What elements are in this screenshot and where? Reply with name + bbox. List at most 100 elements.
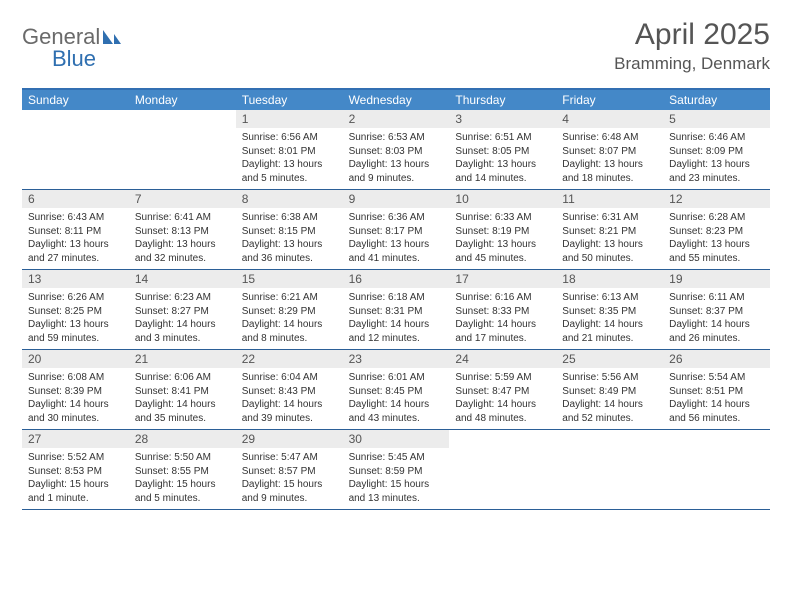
calendar-cell: 12Sunrise: 6:28 AMSunset: 8:23 PMDayligh… <box>663 190 770 269</box>
daylight-line: Daylight: 13 hours and 14 minutes. <box>455 158 550 185</box>
sunrise-line: Sunrise: 5:47 AM <box>242 451 337 465</box>
day-number: 12 <box>663 190 770 208</box>
daylight-line: Daylight: 14 hours and 3 minutes. <box>135 318 230 345</box>
daylight-line: Daylight: 15 hours and 1 minute. <box>28 478 123 505</box>
calendar-cell: 5Sunrise: 6:46 AMSunset: 8:09 PMDaylight… <box>663 110 770 189</box>
day-number <box>556 430 663 434</box>
day-details: Sunrise: 6:23 AMSunset: 8:27 PMDaylight:… <box>129 288 236 349</box>
day-details: Sunrise: 6:53 AMSunset: 8:03 PMDaylight:… <box>343 128 450 189</box>
calendar-cell: 1Sunrise: 6:56 AMSunset: 8:01 PMDaylight… <box>236 110 343 189</box>
day-number: 18 <box>556 270 663 288</box>
sunset-line: Sunset: 8:33 PM <box>455 305 550 319</box>
sunrise-line: Sunrise: 6:48 AM <box>562 131 657 145</box>
sunset-line: Sunset: 8:01 PM <box>242 145 337 159</box>
sunset-line: Sunset: 8:21 PM <box>562 225 657 239</box>
sunrise-line: Sunrise: 6:13 AM <box>562 291 657 305</box>
calendar-week-row: 13Sunrise: 6:26 AMSunset: 8:25 PMDayligh… <box>22 270 770 350</box>
sunrise-line: Sunrise: 6:06 AM <box>135 371 230 385</box>
sunset-line: Sunset: 8:19 PM <box>455 225 550 239</box>
calendar-cell <box>556 430 663 509</box>
daylight-line: Daylight: 13 hours and 18 minutes. <box>562 158 657 185</box>
sunrise-line: Sunrise: 6:01 AM <box>349 371 444 385</box>
sunset-line: Sunset: 8:27 PM <box>135 305 230 319</box>
sunrise-line: Sunrise: 6:04 AM <box>242 371 337 385</box>
day-details: Sunrise: 6:36 AMSunset: 8:17 PMDaylight:… <box>343 208 450 269</box>
sunrise-line: Sunrise: 5:52 AM <box>28 451 123 465</box>
day-number: 4 <box>556 110 663 128</box>
weekday-monday: Monday <box>129 90 236 110</box>
day-details: Sunrise: 6:13 AMSunset: 8:35 PMDaylight:… <box>556 288 663 349</box>
day-number: 21 <box>129 350 236 368</box>
calendar-cell: 8Sunrise: 6:38 AMSunset: 8:15 PMDaylight… <box>236 190 343 269</box>
weekday-thursday: Thursday <box>449 90 556 110</box>
daylight-line: Daylight: 14 hours and 30 minutes. <box>28 398 123 425</box>
day-details: Sunrise: 6:43 AMSunset: 8:11 PMDaylight:… <box>22 208 129 269</box>
day-number: 5 <box>663 110 770 128</box>
day-details: Sunrise: 6:11 AMSunset: 8:37 PMDaylight:… <box>663 288 770 349</box>
daylight-line: Daylight: 15 hours and 9 minutes. <box>242 478 337 505</box>
day-number: 8 <box>236 190 343 208</box>
day-number: 17 <box>449 270 556 288</box>
calendar-cell: 14Sunrise: 6:23 AMSunset: 8:27 PMDayligh… <box>129 270 236 349</box>
calendar-week-row: 20Sunrise: 6:08 AMSunset: 8:39 PMDayligh… <box>22 350 770 430</box>
calendar-cell: 19Sunrise: 6:11 AMSunset: 8:37 PMDayligh… <box>663 270 770 349</box>
sunset-line: Sunset: 8:03 PM <box>349 145 444 159</box>
day-details: Sunrise: 6:56 AMSunset: 8:01 PMDaylight:… <box>236 128 343 189</box>
sunset-line: Sunset: 8:39 PM <box>28 385 123 399</box>
day-details: Sunrise: 6:51 AMSunset: 8:05 PMDaylight:… <box>449 128 556 189</box>
daylight-line: Daylight: 13 hours and 9 minutes. <box>349 158 444 185</box>
day-number: 7 <box>129 190 236 208</box>
sunset-line: Sunset: 8:49 PM <box>562 385 657 399</box>
daylight-line: Daylight: 15 hours and 5 minutes. <box>135 478 230 505</box>
day-details: Sunrise: 6:48 AMSunset: 8:07 PMDaylight:… <box>556 128 663 189</box>
day-number: 16 <box>343 270 450 288</box>
calendar-cell <box>449 430 556 509</box>
day-number: 15 <box>236 270 343 288</box>
sunrise-line: Sunrise: 6:51 AM <box>455 131 550 145</box>
day-number: 9 <box>343 190 450 208</box>
day-details: Sunrise: 6:01 AMSunset: 8:45 PMDaylight:… <box>343 368 450 429</box>
day-number: 22 <box>236 350 343 368</box>
calendar-cell: 29Sunrise: 5:47 AMSunset: 8:57 PMDayligh… <box>236 430 343 509</box>
day-number: 23 <box>343 350 450 368</box>
calendar-cell: 28Sunrise: 5:50 AMSunset: 8:55 PMDayligh… <box>129 430 236 509</box>
calendar-cell: 20Sunrise: 6:08 AMSunset: 8:39 PMDayligh… <box>22 350 129 429</box>
logo: GeneralBlue <box>22 18 122 72</box>
daylight-line: Daylight: 14 hours and 8 minutes. <box>242 318 337 345</box>
weekday-tuesday: Tuesday <box>236 90 343 110</box>
day-number: 11 <box>556 190 663 208</box>
day-details: Sunrise: 6:41 AMSunset: 8:13 PMDaylight:… <box>129 208 236 269</box>
day-details: Sunrise: 6:33 AMSunset: 8:19 PMDaylight:… <box>449 208 556 269</box>
sunrise-line: Sunrise: 6:18 AM <box>349 291 444 305</box>
calendar-cell <box>22 110 129 189</box>
calendar-table: Sunday Monday Tuesday Wednesday Thursday… <box>22 88 770 510</box>
sunrise-line: Sunrise: 6:21 AM <box>242 291 337 305</box>
daylight-line: Daylight: 13 hours and 23 minutes. <box>669 158 764 185</box>
calendar-cell: 10Sunrise: 6:33 AMSunset: 8:19 PMDayligh… <box>449 190 556 269</box>
weekday-wednesday: Wednesday <box>343 90 450 110</box>
daylight-line: Daylight: 14 hours and 39 minutes. <box>242 398 337 425</box>
day-details: Sunrise: 6:04 AMSunset: 8:43 PMDaylight:… <box>236 368 343 429</box>
calendar-cell: 26Sunrise: 5:54 AMSunset: 8:51 PMDayligh… <box>663 350 770 429</box>
calendar-cell: 17Sunrise: 6:16 AMSunset: 8:33 PMDayligh… <box>449 270 556 349</box>
weekday-header-row: Sunday Monday Tuesday Wednesday Thursday… <box>22 90 770 110</box>
calendar-cell: 23Sunrise: 6:01 AMSunset: 8:45 PMDayligh… <box>343 350 450 429</box>
calendar-cell: 6Sunrise: 6:43 AMSunset: 8:11 PMDaylight… <box>22 190 129 269</box>
sunset-line: Sunset: 8:23 PM <box>669 225 764 239</box>
sunrise-line: Sunrise: 5:54 AM <box>669 371 764 385</box>
day-number: 10 <box>449 190 556 208</box>
sunrise-line: Sunrise: 6:41 AM <box>135 211 230 225</box>
calendar-cell: 16Sunrise: 6:18 AMSunset: 8:31 PMDayligh… <box>343 270 450 349</box>
sunset-line: Sunset: 8:51 PM <box>669 385 764 399</box>
day-details: Sunrise: 6:31 AMSunset: 8:21 PMDaylight:… <box>556 208 663 269</box>
sunrise-line: Sunrise: 6:36 AM <box>349 211 444 225</box>
location-label: Bramming, Denmark <box>614 54 770 74</box>
sunset-line: Sunset: 8:45 PM <box>349 385 444 399</box>
sunset-line: Sunset: 8:57 PM <box>242 465 337 479</box>
day-details: Sunrise: 5:45 AMSunset: 8:59 PMDaylight:… <box>343 448 450 509</box>
sunset-line: Sunset: 8:31 PM <box>349 305 444 319</box>
day-number: 19 <box>663 270 770 288</box>
day-details: Sunrise: 5:50 AMSunset: 8:55 PMDaylight:… <box>129 448 236 509</box>
day-details: Sunrise: 6:21 AMSunset: 8:29 PMDaylight:… <box>236 288 343 349</box>
calendar-week-row: 1Sunrise: 6:56 AMSunset: 8:01 PMDaylight… <box>22 110 770 190</box>
